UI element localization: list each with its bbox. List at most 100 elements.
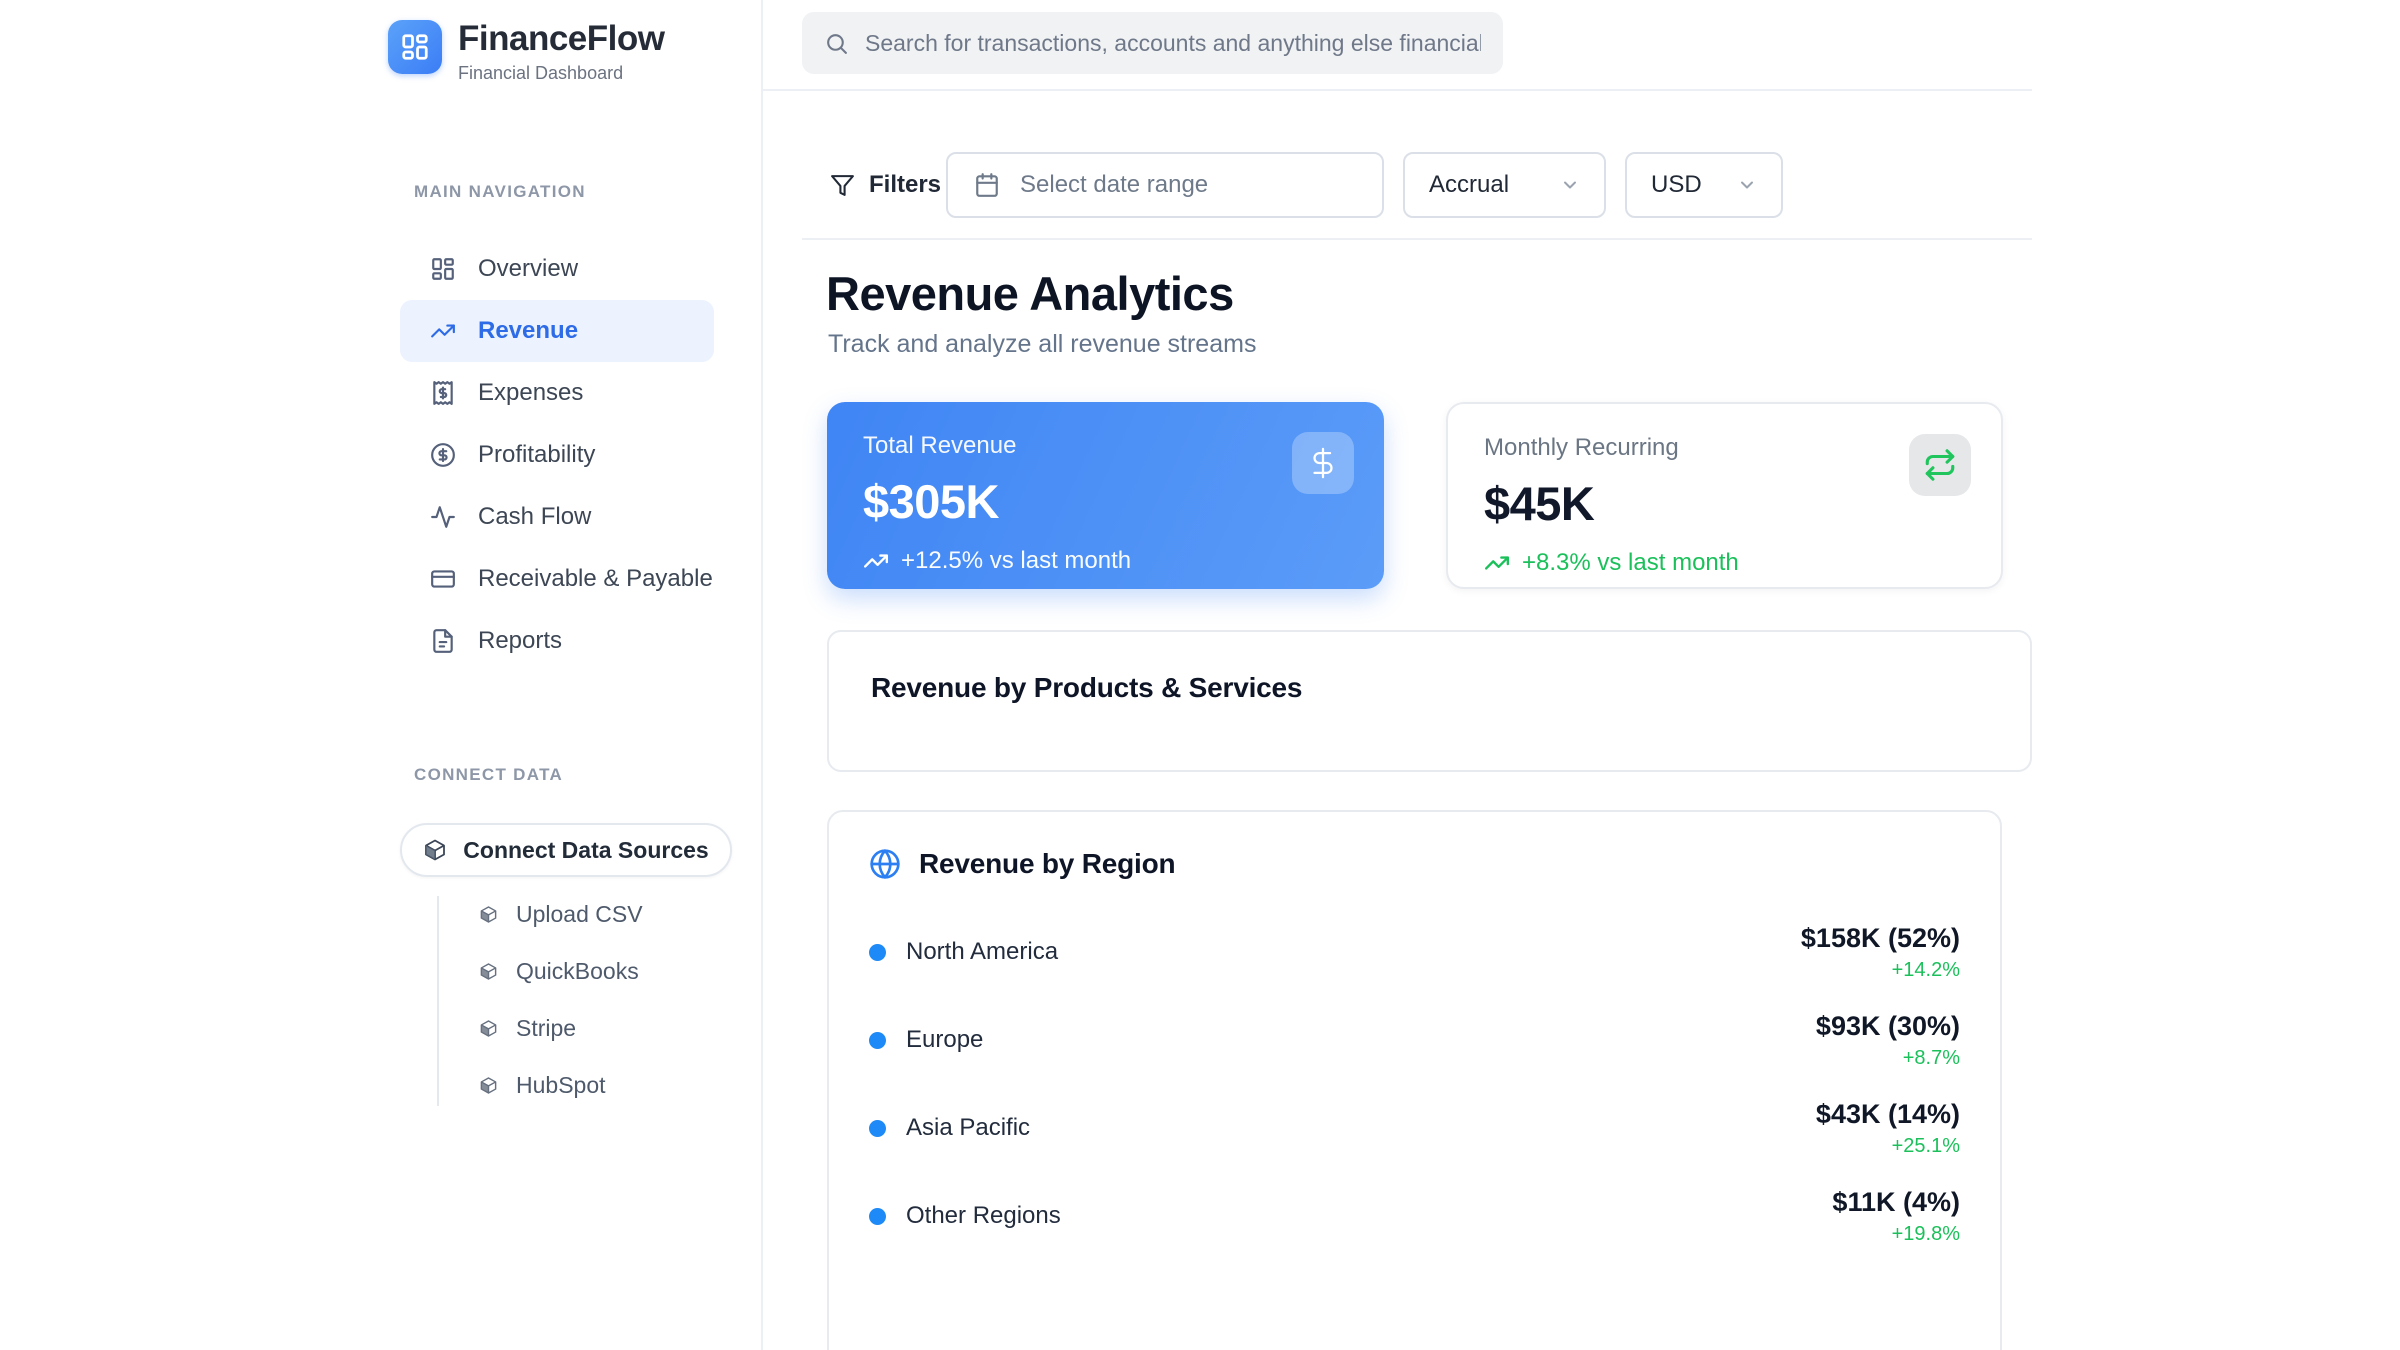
region-name: Other Regions (906, 1202, 1061, 1229)
connect-item-label: Stripe (516, 1015, 577, 1041)
monthly-recurring-card: Monthly Recurring $45K +8.3% vs last mon… (1446, 402, 2003, 589)
region-card-title: Revenue by Region (919, 848, 1176, 879)
calendar-icon (976, 173, 998, 197)
region-rows: North America $158K (52%) +14.2% Europe … (869, 908, 1960, 1260)
dashboard-icon (432, 258, 454, 280)
header-divider (763, 89, 2032, 91)
stat-change-text: +8.3% vs last month (1522, 549, 1739, 576)
filters-divider (802, 238, 2032, 240)
stat-label: Monthly Recurring (1484, 434, 1679, 461)
region-row-north-america: North America $158K (52%) +14.2% (869, 908, 1960, 996)
main-navigation: Overview Revenue Expenses (400, 238, 714, 672)
sidebar-item-overview[interactable]: Overview (400, 238, 714, 300)
connect-item-upload-csv[interactable]: Upload CSV (479, 886, 643, 943)
trending-up-icon (1484, 556, 1510, 570)
accounting-method-select[interactable]: Accrual (1403, 152, 1606, 218)
sidebar-item-label: Overview (478, 255, 579, 282)
products-card-title: Revenue by Products & Services (871, 672, 1303, 703)
accounting-method-value: Accrual (1429, 171, 1510, 198)
nav-section-heading: MAIN NAVIGATION (414, 182, 586, 201)
sidebar-item-cash-flow[interactable]: Cash Flow (400, 486, 714, 548)
region-name: Europe (906, 1026, 984, 1053)
receipt-icon (433, 381, 453, 405)
region-row-europe: Europe $93K (30%) +8.7% (869, 996, 1960, 1084)
brand: FinanceFlow Financial Dashboard (388, 19, 665, 84)
connect-item-quickbooks[interactable]: QuickBooks (479, 943, 643, 1000)
revenue-by-products-card: Revenue by Products & Services (827, 630, 2032, 772)
date-range-placeholder: Select date range (1020, 171, 1209, 198)
connect-data-sources-button[interactable]: Connect Data Sources (400, 823, 732, 877)
stat-change: +12.5% vs last month (863, 547, 1348, 575)
global-search (802, 12, 1503, 74)
connect-section-heading: CONNECT DATA (414, 765, 564, 784)
revenue-by-region-card: Revenue by Region North America $158K (5… (827, 810, 2002, 1350)
region-value: $93K (30%) (1815, 1010, 1960, 1041)
currency-value: USD (1651, 171, 1702, 198)
cube-icon (480, 1020, 497, 1037)
region-value: $43K (14%) (1815, 1098, 1960, 1129)
sidebar: FinanceFlow Financial Dashboard MAIN NAV… (0, 0, 763, 1350)
sidebar-item-reports[interactable]: Reports (400, 610, 714, 672)
region-change: +8.7% (1902, 1046, 1960, 1069)
sidebar-item-label: Cash Flow (478, 503, 592, 530)
document-icon (433, 629, 453, 653)
sidebar-item-label: Receivable & Payable (478, 565, 713, 592)
date-range-input[interactable]: Select date range (946, 152, 1384, 218)
brand-subtitle: Financial Dashboard (458, 62, 624, 83)
sidebar-item-label: Expenses (478, 379, 584, 406)
app-logo-icon (388, 20, 442, 74)
trending-up-icon (863, 554, 889, 568)
page-title: Revenue Analytics (826, 267, 1234, 320)
sidebar-item-label: Revenue (478, 317, 579, 344)
cube-icon (480, 906, 497, 923)
region-value: $11K (4%) (1832, 1186, 1960, 1217)
region-change: +19.8% (1891, 1222, 1960, 1245)
globe-icon (870, 849, 900, 879)
activity-icon (431, 506, 455, 528)
filters-label: Filters (869, 171, 942, 198)
chevron-down-icon (1564, 181, 1576, 189)
region-value: $158K (52%) (1800, 922, 1960, 953)
connect-item-label: QuickBooks (516, 958, 639, 984)
sidebar-item-profitability[interactable]: Profitability (400, 424, 714, 486)
region-row-asia-pacific: Asia Pacific $43K (14%) +25.1% (869, 1084, 1960, 1172)
connect-item-label: HubSpot (516, 1072, 606, 1098)
region-dot-icon (869, 1119, 886, 1137)
connect-item-hubspot[interactable]: HubSpot (479, 1057, 643, 1114)
filters-button[interactable]: Filters (830, 152, 941, 218)
stat-value: $45K (1484, 477, 1595, 530)
repeat-icon (1909, 434, 1971, 496)
region-dot-icon (869, 1207, 886, 1225)
connect-tree-guide (437, 896, 439, 1106)
connect-button-label: Connect Data Sources (463, 836, 709, 863)
trending-up-icon (431, 324, 455, 338)
sidebar-item-receivable-payable[interactable]: Receivable & Payable (400, 548, 714, 610)
credit-card-icon (431, 570, 455, 588)
stat-value: $305K (863, 475, 1000, 528)
region-card-header: Revenue by Region (869, 848, 1960, 880)
stat-change: +8.3% vs last month (1484, 549, 1965, 577)
region-name: Asia Pacific (906, 1114, 1031, 1141)
total-revenue-card: Total Revenue $305K +12.5% vs last month (827, 402, 1384, 589)
stat-change-text: +12.5% vs last month (901, 547, 1132, 574)
dollar-icon (1292, 432, 1354, 494)
region-name: North America (906, 938, 1059, 965)
dollar-circle-icon (431, 443, 455, 467)
cube-icon (480, 1077, 497, 1094)
cube-icon (480, 963, 497, 980)
sidebar-item-label: Reports (478, 627, 563, 654)
region-dot-icon (869, 1031, 886, 1049)
sidebar-item-expenses[interactable]: Expenses (400, 362, 714, 424)
region-change: +25.1% (1891, 1134, 1960, 1157)
region-row-other-regions: Other Regions $11K (4%) +19.8% (869, 1172, 1960, 1260)
search-input[interactable] (865, 29, 1481, 57)
currency-select[interactable]: USD (1625, 152, 1783, 218)
cube-icon (425, 839, 446, 861)
sidebar-item-revenue[interactable]: Revenue (400, 300, 714, 362)
stat-label: Total Revenue (863, 432, 1017, 459)
region-dot-icon (869, 943, 886, 961)
connect-item-stripe[interactable]: Stripe (479, 1000, 643, 1057)
funnel-icon (831, 174, 854, 196)
connect-item-label: Upload CSV (516, 901, 643, 927)
